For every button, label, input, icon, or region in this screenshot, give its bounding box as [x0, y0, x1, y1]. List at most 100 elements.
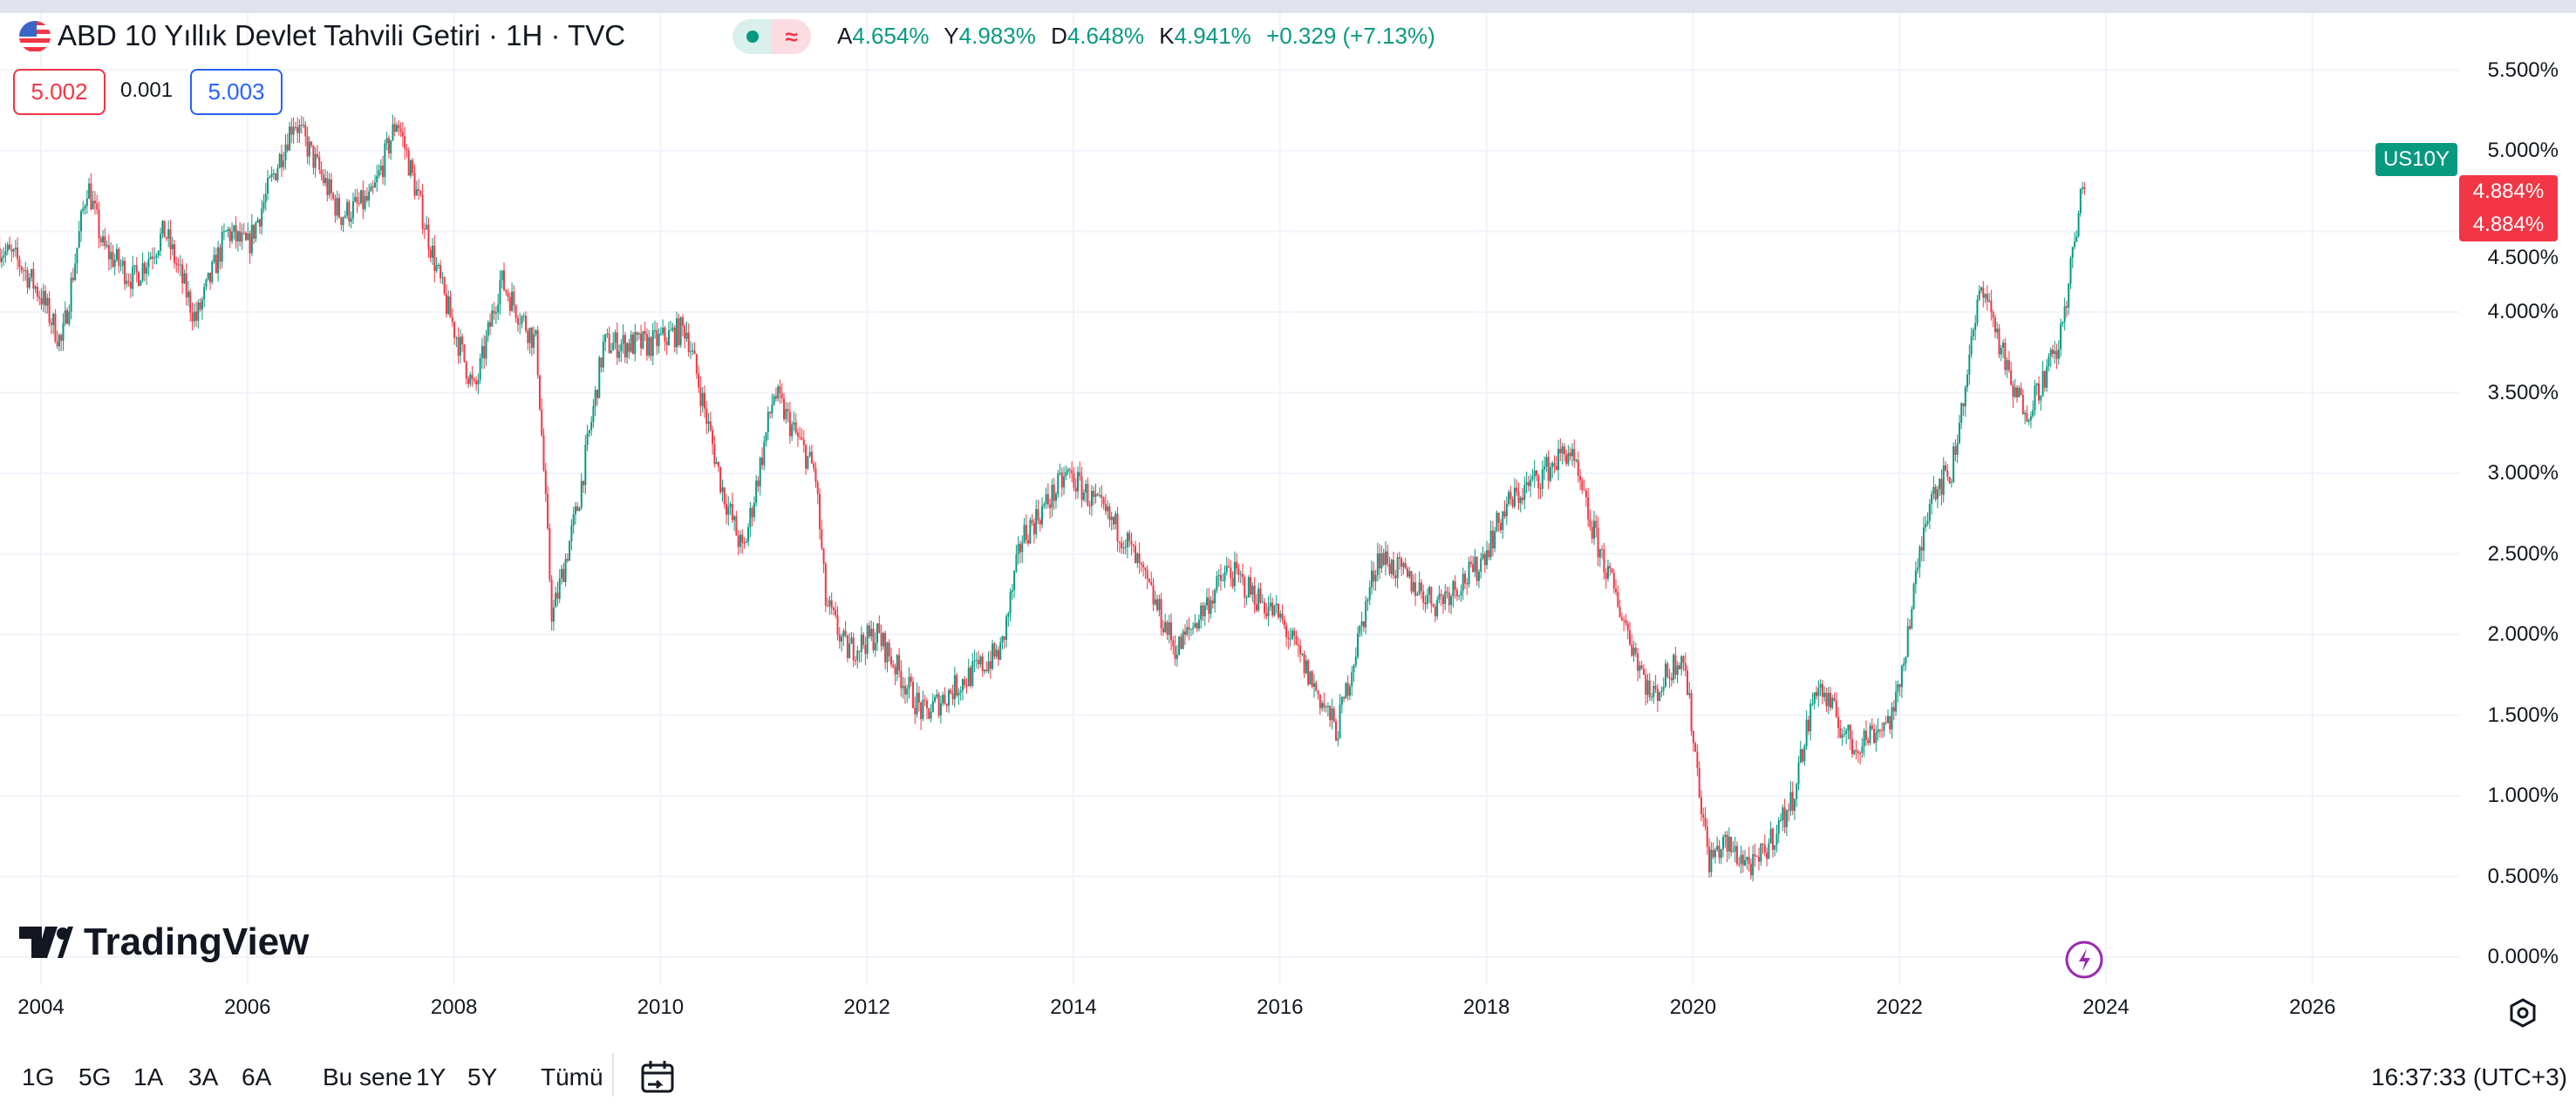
candle-body [205, 279, 208, 288]
range-button[interactable]: 5G [78, 1063, 112, 1090]
candle-body [1101, 494, 1103, 499]
candle-body [1960, 403, 1963, 423]
range-button[interactable]: 1G [22, 1063, 55, 1090]
symbol-title[interactable]: ABD 10 Yıllık Devlet Tahvili Getiri · 1H… [58, 19, 626, 51]
candle-body [66, 309, 69, 324]
candle-body [658, 333, 660, 347]
candle-body [1489, 530, 1492, 558]
candle-body [1802, 749, 1804, 762]
candle-body [1611, 568, 1613, 574]
candle-body [1373, 570, 1375, 581]
candle-body [1807, 719, 1809, 731]
candle-body [1366, 599, 1369, 602]
sell-button[interactable]: 5.002 [13, 69, 106, 115]
range-button[interactable]: Bu sene [323, 1063, 412, 1090]
candle-body [1783, 807, 1786, 828]
candle-body [751, 507, 753, 518]
candle-body [195, 311, 198, 321]
candle-body [1434, 606, 1436, 617]
candle-body [896, 655, 898, 675]
candle-body [1102, 498, 1105, 505]
candle-body [160, 234, 162, 251]
candle-body [521, 316, 523, 324]
candle-body [1816, 692, 1818, 696]
candle-body [656, 329, 658, 347]
candle-body [612, 342, 615, 350]
candle-body [735, 516, 738, 536]
candle-body [799, 436, 801, 438]
candle-body [882, 633, 884, 647]
candle-body [1678, 665, 1680, 669]
range-button[interactable]: 3A [188, 1063, 219, 1090]
candle-body [115, 248, 118, 261]
candle-body [390, 140, 392, 153]
candle-body [1303, 653, 1305, 674]
candle-body [1626, 623, 1629, 631]
candle-body [1231, 578, 1234, 587]
candle-body [227, 228, 229, 231]
candle-body [868, 625, 870, 637]
candle-body [1998, 328, 2000, 355]
time-tick-label: 2024 [2082, 995, 2130, 1019]
candle-body [368, 191, 371, 200]
candle-body [1216, 576, 1218, 591]
candle-body [92, 200, 94, 210]
clock-timezone[interactable]: 16:37:33 (UTC+3) [2371, 1063, 2567, 1090]
candle-body [191, 312, 194, 322]
candle-body [1202, 605, 1204, 616]
candle-body [1073, 472, 1075, 488]
candle-body [151, 256, 153, 259]
candle-body [1023, 525, 1026, 543]
range-button[interactable]: 1A [133, 1063, 164, 1090]
candle-body [1265, 613, 1268, 616]
candle-body [1530, 479, 1532, 486]
candle-body [1438, 594, 1441, 600]
candle-body [569, 540, 571, 561]
candle-body [1591, 526, 1593, 539]
candle-body [908, 676, 910, 689]
candle-body [1090, 491, 1093, 506]
price-chart[interactable] [0, 13, 2576, 998]
candle-body [1400, 558, 1403, 567]
go-to-date-icon[interactable] [639, 1058, 678, 1097]
candle-body [1410, 571, 1413, 592]
candle-body [489, 322, 492, 327]
candle-body [626, 343, 629, 357]
candle-body [1017, 544, 1019, 554]
status-pill[interactable]: ≈ [733, 19, 811, 54]
lightning-event-icon[interactable] [2064, 940, 2104, 980]
candle-body [1233, 561, 1236, 587]
candle-body [217, 247, 220, 274]
candle-body [296, 126, 299, 133]
candle-body [1523, 485, 1526, 500]
candle-body [2082, 187, 2084, 189]
range-button[interactable]: 5Y [467, 1063, 498, 1090]
candle-body [1057, 473, 1060, 494]
candle-body [1522, 498, 1524, 500]
candle-body [494, 312, 497, 314]
range-button[interactable]: Tümü [541, 1063, 603, 1090]
candle-body [993, 643, 996, 657]
candle-body [1597, 527, 1599, 558]
candle-body [1186, 627, 1189, 635]
buy-button[interactable]: 5.003 [190, 69, 283, 115]
candle-body [1774, 845, 1776, 850]
range-button[interactable]: 1Y [416, 1063, 446, 1090]
candle-body [1811, 703, 1814, 705]
candle-body [1966, 374, 1969, 388]
candle-body [255, 222, 257, 239]
time-tick-label: 2020 [1669, 995, 1717, 1019]
candle-body [1601, 548, 1604, 550]
market-open-icon [733, 19, 772, 54]
candle-body [1940, 479, 1943, 495]
candle-body [1932, 486, 1935, 494]
candle-body [1259, 588, 1262, 603]
candle-body [1112, 517, 1114, 525]
candle-body [785, 409, 787, 419]
tradingview-logo[interactable]: TradingView [19, 920, 309, 964]
range-button[interactable]: 6A [242, 1063, 272, 1090]
candle-body [1936, 489, 1939, 499]
settings-gear-icon[interactable] [2508, 997, 2538, 1029]
price-tick-label: 4.000% [2487, 300, 2559, 323]
candle-body [1039, 520, 1041, 525]
